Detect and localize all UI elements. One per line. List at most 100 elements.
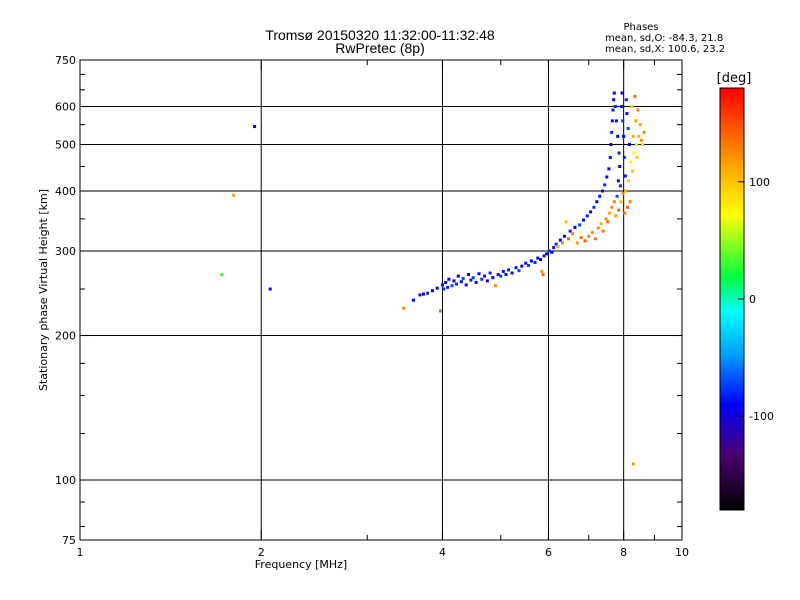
data-point xyxy=(623,211,627,215)
x-tick-label: 4 xyxy=(439,546,446,559)
axes: 1 2 4 6 8 10 75 100 200 300 400 500 600 750 Frequency … xyxy=(37,54,689,571)
data-point xyxy=(402,306,406,310)
data-point xyxy=(631,462,635,466)
data-point xyxy=(571,232,575,236)
data-point xyxy=(601,229,605,233)
data-point xyxy=(598,194,602,198)
data-point xyxy=(638,123,642,127)
data-point xyxy=(501,269,505,273)
data-point xyxy=(618,184,622,188)
data-point xyxy=(542,254,546,258)
data-point xyxy=(610,119,614,123)
data-point xyxy=(550,250,554,254)
data-point xyxy=(527,263,531,267)
data-point xyxy=(616,179,620,183)
plot-frame xyxy=(79,59,683,541)
data-point xyxy=(435,286,439,290)
phase-stats-o-mode: mean, sd,O: -84.3, 21.8 xyxy=(605,33,724,44)
data-point xyxy=(507,268,511,272)
data-point xyxy=(589,210,593,214)
colorbar-label: [deg] xyxy=(717,71,752,86)
grid xyxy=(80,60,682,540)
data-point xyxy=(442,287,446,291)
data-point xyxy=(601,189,605,193)
data-point xyxy=(469,278,473,282)
data-point xyxy=(628,200,632,204)
data-point xyxy=(452,279,456,283)
data-point xyxy=(578,223,582,227)
phase-stats-title: Phases xyxy=(623,22,659,33)
data-point xyxy=(587,234,591,238)
data-point xyxy=(607,167,611,171)
data-point xyxy=(617,151,621,155)
data-point xyxy=(603,183,607,187)
data-point xyxy=(614,214,618,218)
data-point xyxy=(524,261,528,265)
x-tick-label: 8 xyxy=(620,546,627,559)
data-point xyxy=(621,192,625,196)
data-point xyxy=(493,284,497,288)
colorbar: 100 0 -100 [deg] xyxy=(717,71,774,511)
data-point xyxy=(583,239,587,243)
data-point xyxy=(529,259,533,263)
data-point xyxy=(474,280,478,284)
data-point xyxy=(579,236,583,240)
data-point xyxy=(558,238,562,242)
x-tick-label: 2 xyxy=(258,546,265,559)
data-point xyxy=(461,276,465,280)
data-point xyxy=(621,119,625,123)
data-point xyxy=(411,298,415,302)
data-point xyxy=(540,269,544,273)
data-point xyxy=(447,277,451,281)
y-tick-label: 600 xyxy=(55,101,76,114)
data-point xyxy=(609,143,613,147)
colorbar-tick-label: 100 xyxy=(749,176,770,189)
data-point xyxy=(533,260,537,264)
y-tick-label: 200 xyxy=(55,330,76,343)
data-point xyxy=(614,119,618,123)
data-point xyxy=(418,293,422,297)
x-axis-label: Frequency [MHz] xyxy=(255,558,347,571)
data-point xyxy=(604,217,608,221)
chart-subtitle: RwPretec (8p) xyxy=(335,40,425,56)
data-point xyxy=(627,179,631,183)
data-point xyxy=(253,125,257,129)
data-point xyxy=(612,200,616,204)
phase-statistics: Phases mean, sd,O: -84.3, 21.8 mean, sd,… xyxy=(605,22,730,55)
data-point xyxy=(444,280,448,284)
data-point xyxy=(599,222,603,226)
data-point xyxy=(480,277,484,281)
y-tick-label: 75 xyxy=(62,534,76,547)
data-point xyxy=(596,226,600,230)
data-point xyxy=(595,200,599,204)
data-point xyxy=(631,169,635,173)
data-point xyxy=(556,245,560,249)
data-point xyxy=(430,289,434,293)
data-point xyxy=(619,200,623,204)
data-point xyxy=(450,284,454,288)
data-point xyxy=(610,130,614,134)
data-point xyxy=(624,189,628,193)
data-point xyxy=(573,225,577,229)
data-point xyxy=(608,155,612,159)
data-point xyxy=(483,274,487,278)
data-point xyxy=(552,246,556,250)
data-point xyxy=(631,134,635,138)
data-point xyxy=(560,241,564,245)
data-point xyxy=(630,105,634,109)
data-point xyxy=(459,280,463,284)
data-point xyxy=(623,174,627,178)
data-point xyxy=(616,134,620,138)
data-point xyxy=(485,279,489,283)
data-point xyxy=(618,164,622,168)
data-point xyxy=(440,283,444,287)
data-point xyxy=(608,211,612,215)
data-point xyxy=(637,134,641,138)
data-point xyxy=(232,193,236,197)
phase-stats-x-mode: mean, sd,X: 100.6, 23.2 xyxy=(605,44,726,55)
data-point xyxy=(636,108,640,112)
data-point xyxy=(575,241,579,245)
data-point xyxy=(538,258,542,262)
data-point xyxy=(632,151,636,155)
data-point xyxy=(581,218,585,222)
